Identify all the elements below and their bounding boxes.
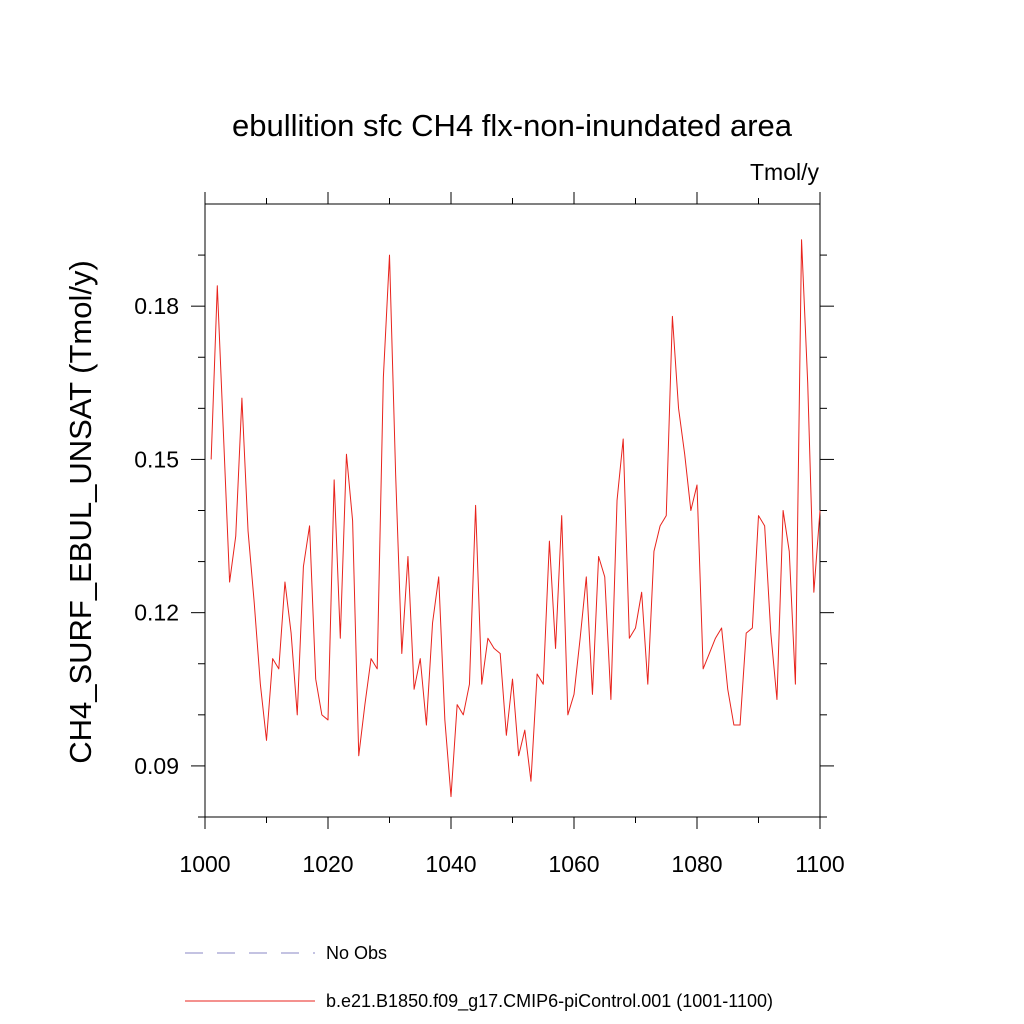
legend-label-control-run: b.e21.B1850.f09_g17.CMIP6-piControl.001 …	[326, 991, 773, 1012]
series-lines	[210, 239, 821, 798]
chart-title: ebullition sfc CH4 flx-non-inundated are…	[232, 108, 793, 143]
x-tick-label: 1000	[179, 851, 230, 877]
legend: No Obs b.e21.B1850.f09_g17.CMIP6-piContr…	[185, 943, 773, 1012]
x-tick-label: 1100	[795, 851, 844, 877]
x-tick-label: 1040	[425, 851, 476, 877]
tick-marks	[191, 192, 834, 829]
y-tick-label: 0.18	[134, 293, 179, 319]
y-tick-label: 0.09	[134, 753, 179, 779]
legend-label-no-obs: No Obs	[326, 943, 387, 963]
series-line-control-run	[210, 239, 821, 798]
tick-labels: 1000 1020 1040 1060 1080 1100 0.09 0.12 0.15 0.18	[134, 293, 845, 877]
x-tick-label: 1080	[671, 851, 722, 877]
x-tick-label: 1020	[302, 851, 353, 877]
x-tick-label: 1060	[548, 851, 599, 877]
y-tick-label: 0.12	[134, 600, 179, 626]
y-tick-label: 0.15	[134, 446, 179, 472]
units-label: Tmol/y	[750, 159, 820, 185]
y-axis-label: CH4_SURF_EBUL_UNSAT (Tmol/y)	[63, 260, 98, 764]
plot-frame	[204, 203, 821, 818]
